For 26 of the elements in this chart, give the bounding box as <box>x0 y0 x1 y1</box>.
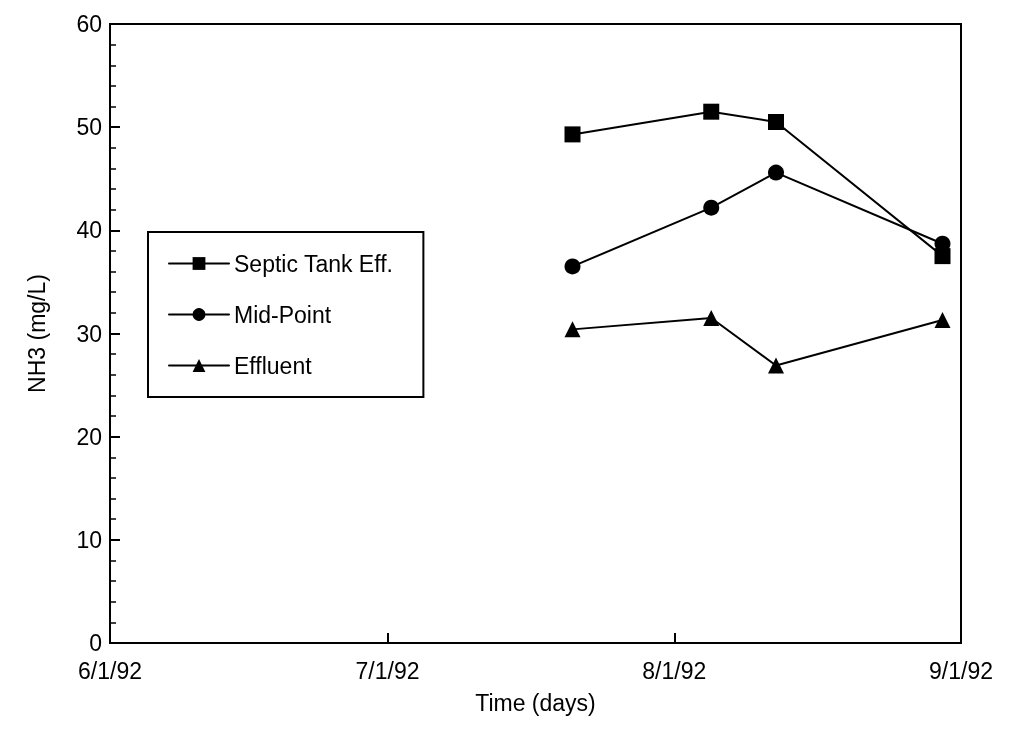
x-tick-label: 8/1/92 <box>642 657 707 684</box>
x-tick-label: 7/1/92 <box>355 657 420 684</box>
y-tick-label: 0 <box>89 630 102 656</box>
point <box>564 126 581 143</box>
point <box>703 199 720 216</box>
point <box>564 258 581 275</box>
y-axis-title: NH3 (mg/L) <box>23 274 50 393</box>
point <box>934 312 951 329</box>
y-tick-label: 30 <box>76 320 102 347</box>
x-tick-label: 9/1/92 <box>929 657 993 684</box>
y-tick-label: 20 <box>76 423 102 450</box>
legend-label: Mid-Point <box>234 301 332 328</box>
point <box>703 310 720 327</box>
x-axis-title: Time (days) <box>475 689 596 716</box>
point <box>564 321 581 338</box>
point <box>768 357 784 374</box>
y-tick-label: 10 <box>76 526 102 553</box>
y-tick-label: 60 <box>76 11 102 37</box>
point <box>768 164 784 181</box>
point <box>768 114 784 131</box>
point <box>703 103 720 120</box>
legend-label: Septic Tank Eff. <box>234 250 393 277</box>
y-tick-label: 40 <box>76 217 102 244</box>
y-tick-label: 50 <box>76 114 102 141</box>
legend-label: Effluent <box>234 352 313 379</box>
x-tick-label: 6/1/92 <box>78 657 142 684</box>
